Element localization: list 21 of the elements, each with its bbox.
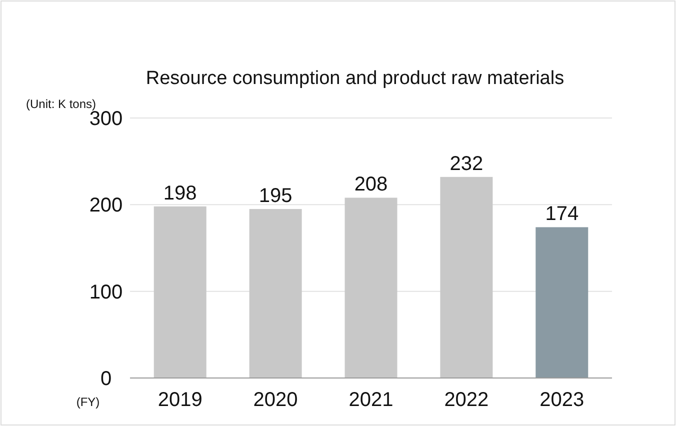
bar	[344, 198, 398, 378]
y-tick-label: 200	[89, 194, 123, 217]
data-label: 208	[354, 174, 388, 196]
x-tick-label: 2019	[158, 389, 202, 411]
data-label: 198	[163, 182, 197, 204]
bar	[440, 176, 493, 378]
x-tick-label: 2023	[540, 389, 584, 411]
x-tick-label: 2022	[444, 389, 489, 411]
bar	[154, 206, 206, 378]
text: (FY)	[76, 395, 100, 409]
y-tick-label: 0	[100, 368, 112, 390]
x-tick-label: 2021	[348, 389, 394, 411]
x-tick-label: 2020	[253, 389, 298, 411]
chart-title: Resource consumption and product raw materials	[146, 68, 564, 89]
data-label: 195	[258, 185, 292, 207]
bar	[536, 227, 588, 378]
text: (Unit: K tons)	[26, 97, 96, 111]
data-label: 174	[545, 203, 579, 226]
y-tick-label: 100	[89, 281, 123, 304]
bar	[249, 209, 302, 378]
data-label: 232	[450, 152, 484, 175]
